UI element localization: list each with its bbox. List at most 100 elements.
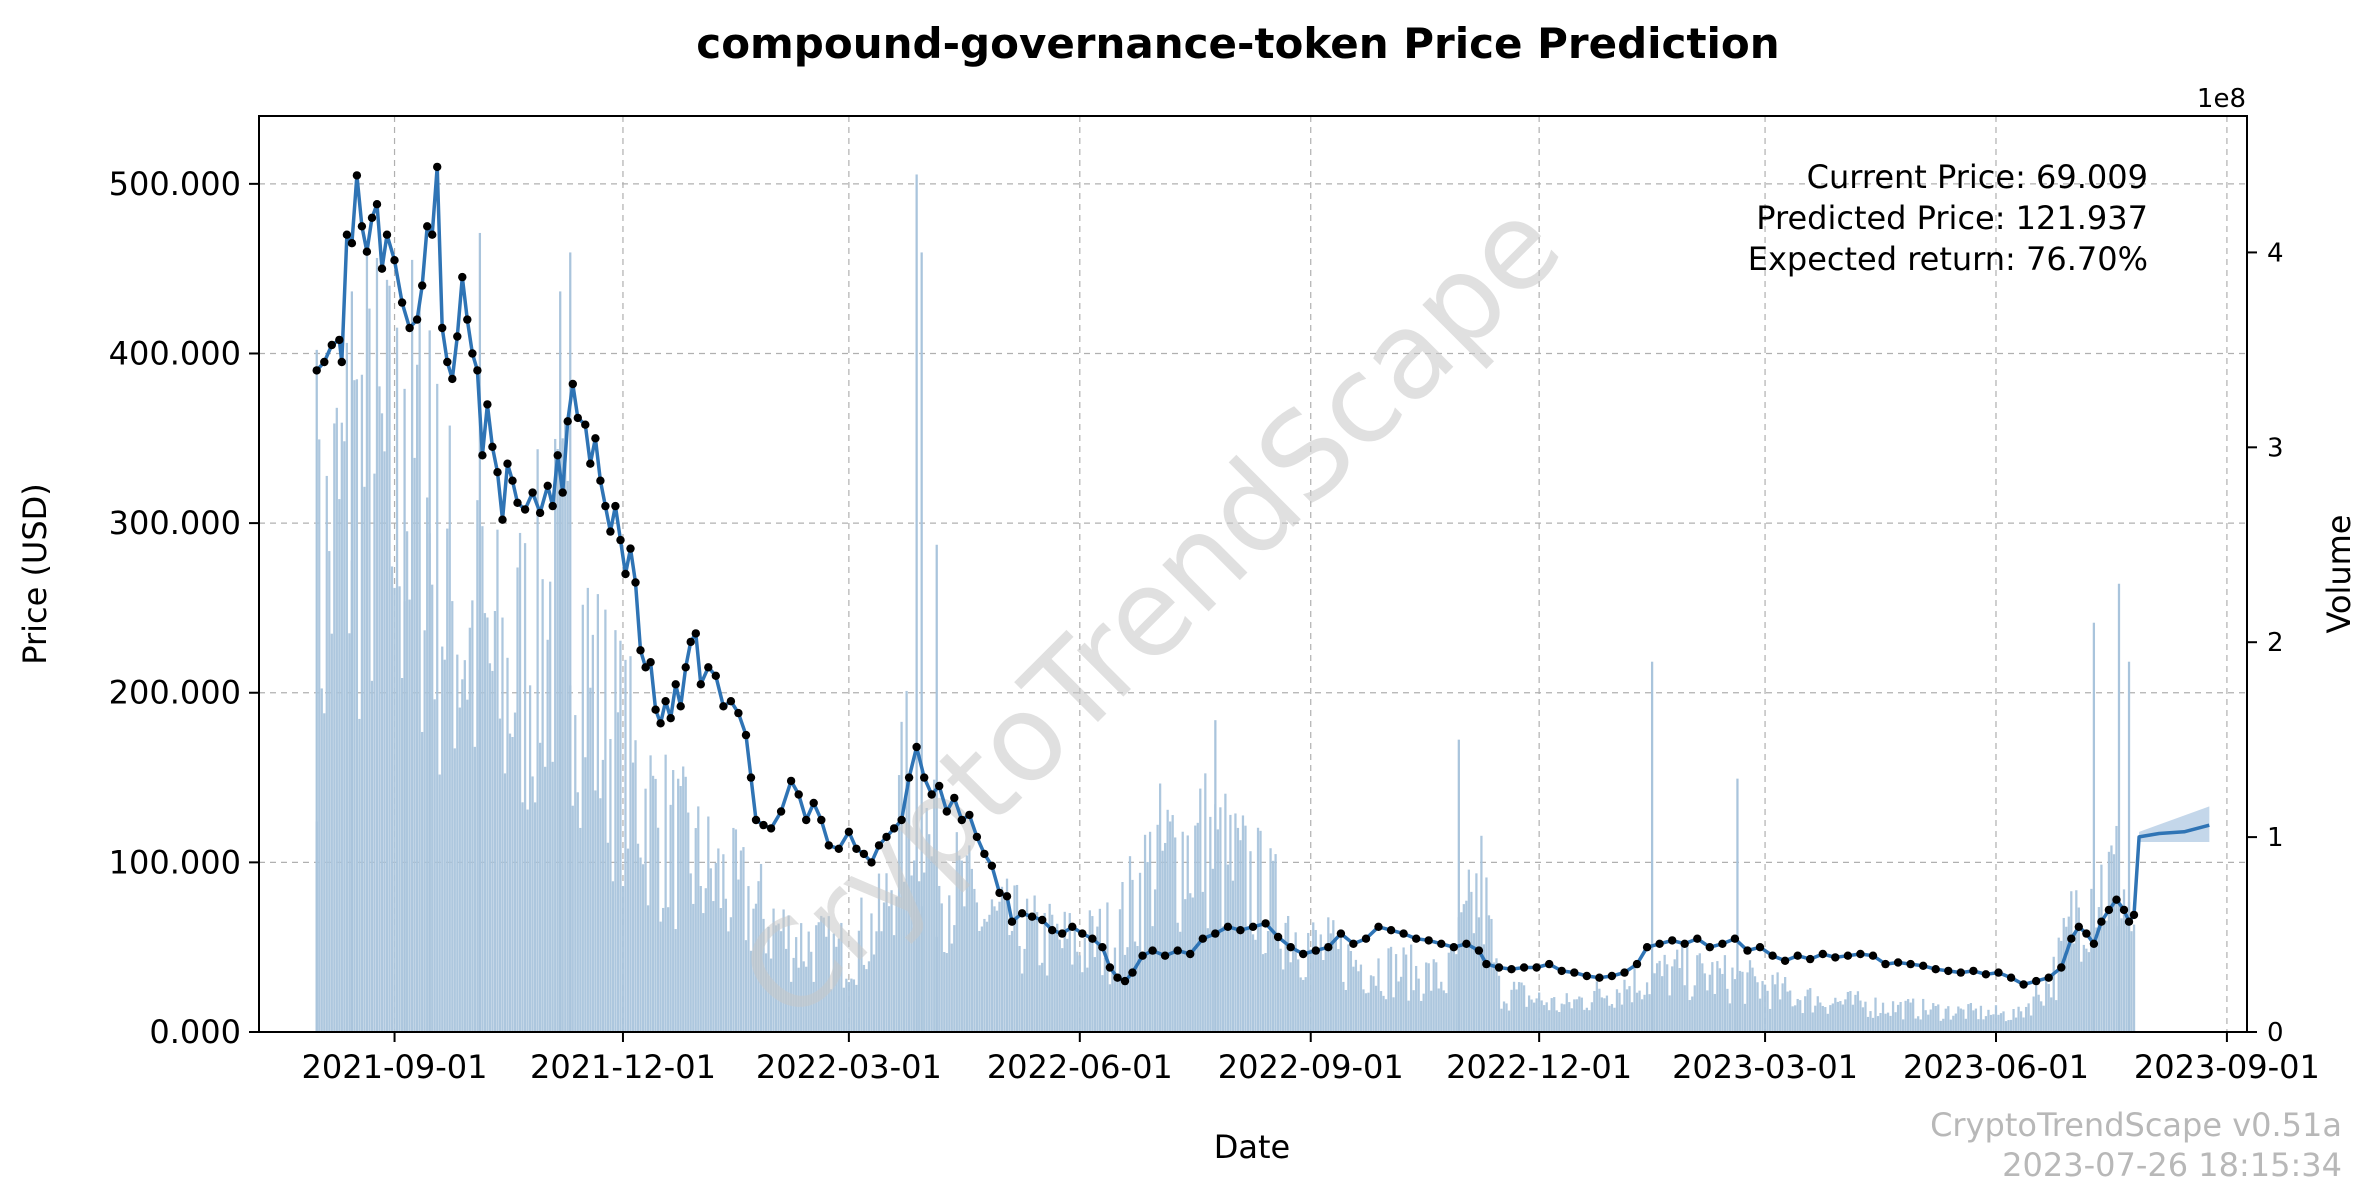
volume-bar bbox=[1891, 1001, 1895, 1032]
volume-bar bbox=[1151, 926, 1154, 1032]
volume-bar bbox=[1314, 930, 1317, 1032]
volume-bar bbox=[1533, 1002, 1536, 1032]
volume-bar bbox=[905, 690, 908, 1032]
volume-bar bbox=[353, 380, 356, 1032]
volume-bar bbox=[882, 902, 886, 1032]
volume-bar bbox=[1281, 969, 1285, 1032]
volume-bar bbox=[2097, 907, 2101, 1032]
volume-bar bbox=[1141, 954, 1144, 1032]
volume-bar bbox=[875, 931, 878, 1032]
volume-bar bbox=[1778, 999, 1782, 1032]
volume-bar bbox=[1974, 1008, 1978, 1032]
price-point bbox=[611, 501, 620, 511]
volume-bar bbox=[1999, 1013, 2003, 1032]
price-point bbox=[1173, 946, 1182, 955]
volume-bar bbox=[1748, 960, 1752, 1032]
volume-bar bbox=[1251, 934, 1255, 1032]
volume-bar bbox=[1241, 815, 1245, 1032]
volume-bar bbox=[1864, 1001, 1867, 1032]
volume-bar bbox=[1123, 954, 1127, 1032]
price-point bbox=[1474, 946, 1484, 955]
price-point bbox=[904, 773, 914, 782]
plot-frame bbox=[258, 115, 2248, 1033]
volume-bar bbox=[1643, 994, 1646, 1032]
volume-bar bbox=[1246, 926, 1250, 1032]
volume-bar bbox=[1753, 976, 1757, 1032]
volume-bar bbox=[456, 654, 459, 1032]
volume-bar bbox=[1507, 1010, 1511, 1032]
volume-bar bbox=[659, 921, 662, 1032]
volume-bar bbox=[375, 257, 379, 1033]
volume-bar bbox=[1615, 989, 1619, 1032]
volume-bar bbox=[1271, 860, 1275, 1032]
volume-bar bbox=[679, 786, 682, 1032]
price-point bbox=[1994, 968, 2003, 977]
volume-bar bbox=[629, 656, 632, 1032]
price-point bbox=[443, 357, 452, 367]
price-point bbox=[1311, 946, 1321, 955]
x-tick-label: 2023-09-01 bbox=[2134, 1048, 2320, 1086]
volume-bar bbox=[1023, 948, 1026, 1032]
price-point bbox=[1482, 959, 1491, 969]
price-point bbox=[1919, 961, 1928, 970]
volume-bar bbox=[1668, 995, 1671, 1032]
volume-bar bbox=[1377, 958, 1380, 1032]
price-point bbox=[751, 815, 761, 825]
price-point bbox=[1007, 917, 1017, 926]
volume-bar bbox=[2004, 1021, 2008, 1032]
x-tick-label: 2022-03-01 bbox=[756, 1048, 942, 1086]
volume-bar bbox=[360, 374, 364, 1032]
volume-bar bbox=[599, 798, 602, 1032]
volume-bar bbox=[1379, 991, 1383, 1032]
price-point bbox=[320, 357, 329, 367]
volume-bar bbox=[1041, 962, 1044, 1032]
price-point bbox=[1058, 929, 1067, 938]
volume-bar bbox=[1404, 954, 1408, 1032]
volume-bar bbox=[355, 379, 359, 1033]
price-point bbox=[478, 451, 487, 460]
volume-bar bbox=[847, 982, 851, 1032]
volume-bar bbox=[413, 457, 416, 1032]
volume-bar bbox=[343, 441, 346, 1032]
volume-bar bbox=[1703, 973, 1706, 1032]
volume-bar bbox=[1003, 891, 1006, 1032]
x-tick-label: 2023-03-01 bbox=[1672, 1048, 1858, 1086]
volume-bar bbox=[318, 439, 321, 1032]
price-point bbox=[1680, 939, 1689, 948]
volume-bar bbox=[330, 633, 333, 1032]
volume-bar bbox=[1266, 930, 1270, 1032]
volume-bar bbox=[1219, 807, 1222, 1032]
volume-bar bbox=[697, 806, 700, 1032]
volume-bar bbox=[1846, 991, 1850, 1032]
volume-bar bbox=[481, 526, 484, 1032]
volume-bar bbox=[752, 908, 755, 1032]
price-point bbox=[1956, 968, 1966, 977]
volume-bar bbox=[835, 946, 838, 1032]
volume-bar bbox=[1071, 964, 1074, 1032]
volume-bar bbox=[1199, 788, 1202, 1032]
price-point bbox=[1818, 949, 1828, 959]
x-tick-label: 2022-09-01 bbox=[1218, 1048, 1404, 1086]
price-point bbox=[1981, 970, 1991, 979]
volume-bar bbox=[405, 531, 409, 1032]
price-point bbox=[1705, 943, 1715, 952]
volume-bar bbox=[338, 499, 341, 1032]
price-point bbox=[2104, 905, 2114, 915]
price-point bbox=[428, 230, 437, 239]
volume-bar bbox=[744, 940, 748, 1032]
price-point bbox=[601, 501, 610, 511]
price-point bbox=[766, 824, 776, 833]
volume-bar bbox=[2019, 1011, 2023, 1032]
price-point bbox=[1038, 915, 1047, 925]
volume-bar bbox=[1922, 998, 1925, 1032]
volume-bar bbox=[549, 581, 552, 1032]
volume-bar bbox=[769, 958, 773, 1032]
volume-bar bbox=[1116, 979, 1119, 1032]
volume-bar bbox=[1098, 908, 1102, 1032]
volume-bar bbox=[606, 842, 610, 1032]
price-point bbox=[1248, 922, 1258, 931]
x-axis-label: Date bbox=[1214, 1128, 1290, 1166]
volume-bar bbox=[1563, 1004, 1566, 1032]
volume-bar bbox=[1053, 929, 1056, 1032]
price-point bbox=[1198, 934, 1208, 943]
